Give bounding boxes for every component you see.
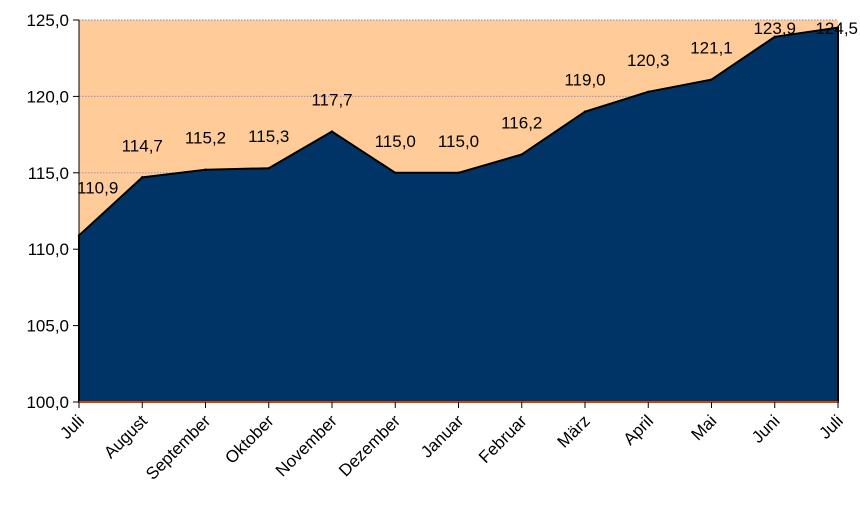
y-tick-label: 115,0: [28, 164, 69, 183]
data-label: 119,0: [564, 71, 605, 90]
data-point: [647, 90, 650, 94]
x-tick-label: Januar: [417, 411, 467, 461]
x-tick-label: Juli: [56, 411, 87, 442]
y-axis-ticks: 100,0 105,0 110,0 115,0 120,0 125,0: [26, 11, 79, 412]
data-label: 116,2: [501, 113, 542, 132]
y-tick-label: 120,0: [26, 87, 69, 106]
data-point: [394, 171, 397, 174]
data-label: 114,7: [122, 136, 163, 155]
x-tick-label: Juni: [748, 411, 783, 446]
data-point: [204, 168, 207, 171]
data-point: [141, 176, 144, 179]
x-tick-label: Juli: [815, 411, 846, 442]
series-area: [77, 26, 840, 403]
data-label: 117,7: [311, 91, 352, 110]
data-label: 124,5: [815, 19, 858, 38]
x-tick-label: April: [620, 411, 657, 448]
data-point: [330, 130, 334, 133]
x-tick-label: August: [100, 411, 151, 462]
x-tick-label: Mai: [688, 411, 721, 444]
data-label: 110,9: [77, 178, 118, 197]
data-point: [267, 167, 270, 170]
x-tick-label: Oktober: [221, 411, 277, 467]
data-label: 115,2: [185, 129, 226, 148]
data-label: 120,3: [627, 51, 670, 70]
data-label: 115,0: [375, 132, 416, 151]
data-point: [710, 78, 713, 81]
series-area-fill: [78, 26, 839, 403]
data-point: [520, 153, 523, 156]
data-label: 123,9: [753, 19, 796, 38]
data-point: [583, 110, 587, 113]
data-point: [457, 171, 460, 174]
x-tick-label: Dezember: [335, 411, 404, 480]
data-point: [773, 35, 776, 39]
data-label: 115,3: [248, 127, 289, 146]
data-labels: 110,9 114,7 115,2 115,3 117,7 115,0 115,0 116,2…: [77, 19, 858, 197]
y-tick-label: 125,0: [26, 11, 69, 30]
data-label: 115,0: [438, 132, 479, 151]
x-tick-label: September: [142, 411, 214, 483]
y-tick-label: 110,0: [28, 240, 69, 259]
x-tick-label: November: [272, 411, 341, 480]
x-tick-label: März: [554, 411, 594, 451]
y-tick-label: 105,0: [26, 317, 69, 336]
data-point: [836, 26, 840, 29]
y-tick-label: 100,0: [26, 393, 69, 412]
data-label: 121,1: [690, 39, 733, 58]
x-tick-label: Februar: [475, 411, 531, 467]
